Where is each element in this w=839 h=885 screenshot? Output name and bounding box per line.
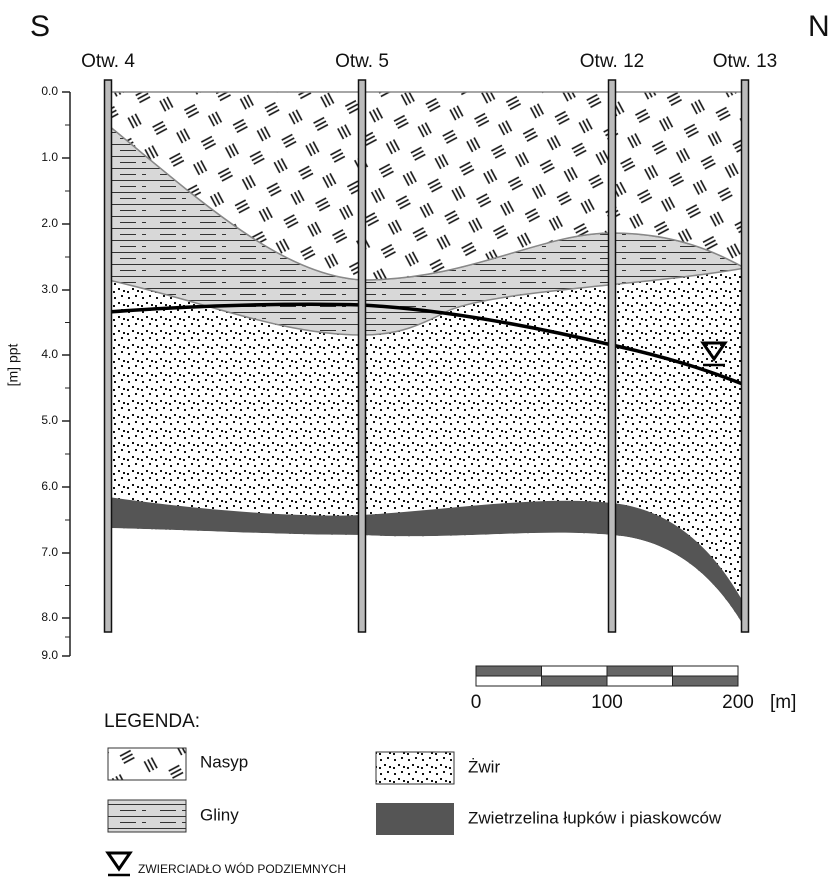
tick-label: 3.0 — [41, 282, 58, 296]
scale-unit: [m] — [770, 692, 796, 713]
tick-label: 6.0 — [41, 479, 58, 493]
legend-swatch — [376, 803, 454, 835]
tick-label: 4.0 — [41, 347, 58, 361]
axis-ticks: 0.0 1.0 2.0 3.0 4.0 5.0 6.0 7.0 8.0 9.0 — [41, 84, 70, 662]
legend-swatch — [375, 751, 455, 785]
direction-right: N — [808, 10, 830, 43]
tick-label: 9.0 — [41, 648, 58, 662]
legend-swatch — [107, 747, 187, 781]
axis-label: [m] ppt — [5, 343, 21, 386]
well — [103, 79, 113, 633]
water-table-line — [107, 302, 746, 387]
well — [357, 79, 367, 633]
tick-label: 7.0 — [41, 545, 58, 559]
water-table-symbol — [105, 851, 133, 872]
scale-label: 0 — [471, 692, 482, 713]
water-table-label: ZWIERCIADŁO WÓD PODZIEMNYCH — [138, 861, 346, 876]
legend-label: Nasyp — [200, 752, 248, 771]
fill-layer — [107, 91, 746, 281]
scale-label: 200 — [722, 692, 754, 713]
legend-label: Gliny — [200, 805, 239, 824]
blank-area — [108, 528, 745, 640]
scale-label: 100 — [591, 692, 623, 713]
legend-label: Zwietrzelina łupków i piaskowców — [468, 808, 722, 827]
weathered-layer — [108, 497, 745, 628]
well-label: Otw. 13 — [713, 51, 777, 72]
legend-title: LEGENDA: — [104, 711, 200, 732]
water-table-symbol — [700, 341, 728, 362]
legend-swatch — [107, 799, 187, 833]
tick-label: 0.0 — [41, 84, 58, 98]
well — [607, 79, 617, 633]
wells: Otw. 4 Otw. 5 Otw. 12 Otw. 13 — [81, 51, 777, 633]
well — [740, 79, 750, 633]
tick-label: 8.0 — [41, 610, 58, 624]
legend-label: Żwir — [468, 757, 500, 776]
direction-left: S — [30, 10, 50, 43]
scale-bar — [475, 665, 739, 687]
well-label: Otw. 4 — [81, 51, 135, 72]
tick-label: 2.0 — [41, 216, 58, 230]
tick-label: 1.0 — [41, 150, 58, 164]
well-label: Otw. 12 — [580, 51, 644, 72]
tick-label: 5.0 — [41, 413, 58, 427]
well-label: Otw. 5 — [335, 51, 389, 72]
